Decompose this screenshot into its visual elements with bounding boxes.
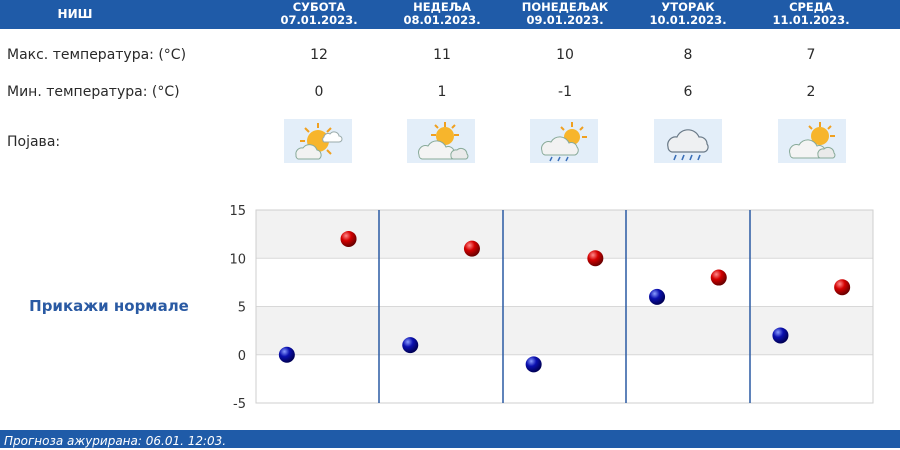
y-tick-label: 5	[238, 301, 246, 316]
min-temp-value: 2	[806, 84, 816, 100]
day-header-2: НЕДЕЉА 08.01.2023.	[380, 1, 504, 27]
max-temp-value: 7	[806, 47, 816, 63]
y-tick-label: 10	[229, 252, 246, 267]
min-temp-label: Мин. температура: (°C)	[7, 84, 180, 100]
sun-behind-cloud-icon	[778, 119, 846, 163]
day-name: НЕДЕЉА	[413, 0, 471, 14]
day-name: СРЕДА	[789, 0, 833, 14]
min-temp-point	[402, 337, 419, 354]
day-header-3: ПОНЕДЕЉАК 09.01.2023.	[503, 1, 627, 27]
min-temp-point	[772, 327, 789, 344]
max-temp-point	[463, 240, 480, 257]
min-temp-value: 1	[437, 84, 447, 100]
y-tick-label: -5	[233, 397, 246, 412]
max-temp-point	[710, 269, 727, 286]
min-temp-point	[525, 356, 542, 373]
grid-band	[256, 306, 873, 355]
day-header-5: СРЕДА 11.01.2023.	[749, 1, 873, 27]
phenomenon-label: Појава:	[7, 134, 61, 150]
show-normals-button[interactable]: Прикажи нормале	[29, 297, 189, 315]
grid-band	[256, 354, 873, 403]
max-temp-value: 11	[433, 47, 451, 63]
max-temp-value: 12	[310, 47, 328, 63]
day-date: 08.01.2023.	[403, 13, 481, 27]
min-temp-value: -1	[558, 84, 572, 100]
day-name: СУБОТА	[292, 0, 346, 14]
y-tick-label: 0	[238, 349, 246, 364]
day-header-4: УТОРАК 10.01.2023.	[626, 1, 750, 27]
city-name: НИШ	[57, 7, 93, 21]
forecast-header: НИШ СУБОТА 07.01.2023. НЕДЕЉА 08.01.2023…	[0, 0, 900, 29]
min-temp-point	[278, 346, 295, 363]
max-temp-label: Макс. температура: (°C)	[7, 47, 187, 63]
max-temp-point	[340, 230, 357, 247]
sun-cloud-light-rain-icon	[530, 119, 598, 163]
day-date: 11.01.2023.	[772, 13, 850, 27]
day-date: 07.01.2023.	[280, 13, 358, 27]
max-temp-point	[587, 250, 604, 267]
day-date: 10.01.2023.	[649, 13, 727, 27]
day-date: 09.01.2023.	[526, 13, 604, 27]
forecast-updated-text: Прогноза ажурирана: 06.01. 12:03.	[4, 434, 227, 448]
day-name: УТОРАК	[661, 0, 715, 14]
max-temp-point	[834, 279, 851, 296]
sun-cloud-icon	[284, 119, 352, 163]
cloud-rain-icon	[654, 119, 722, 163]
min-temp-value: 6	[683, 84, 693, 100]
max-temp-value: 10	[556, 47, 574, 63]
max-temp-value: 8	[683, 47, 693, 63]
grid-band	[256, 258, 873, 307]
day-header-1: СУБОТА 07.01.2023.	[257, 1, 381, 27]
plot-border	[255, 209, 874, 404]
footer-bar: Прогноза ажурирана: 06.01. 12:03.	[0, 430, 900, 448]
day-name: ПОНЕДЕЉАК	[521, 0, 609, 14]
min-temp-value: 0	[314, 84, 324, 100]
sun-behind-cloud-icon	[407, 119, 475, 163]
y-tick-label: 15	[229, 204, 246, 219]
temperature-chart: 15 10 5 0 -5	[229, 204, 874, 412]
min-temp-point	[649, 288, 666, 305]
grid-band	[256, 210, 873, 259]
